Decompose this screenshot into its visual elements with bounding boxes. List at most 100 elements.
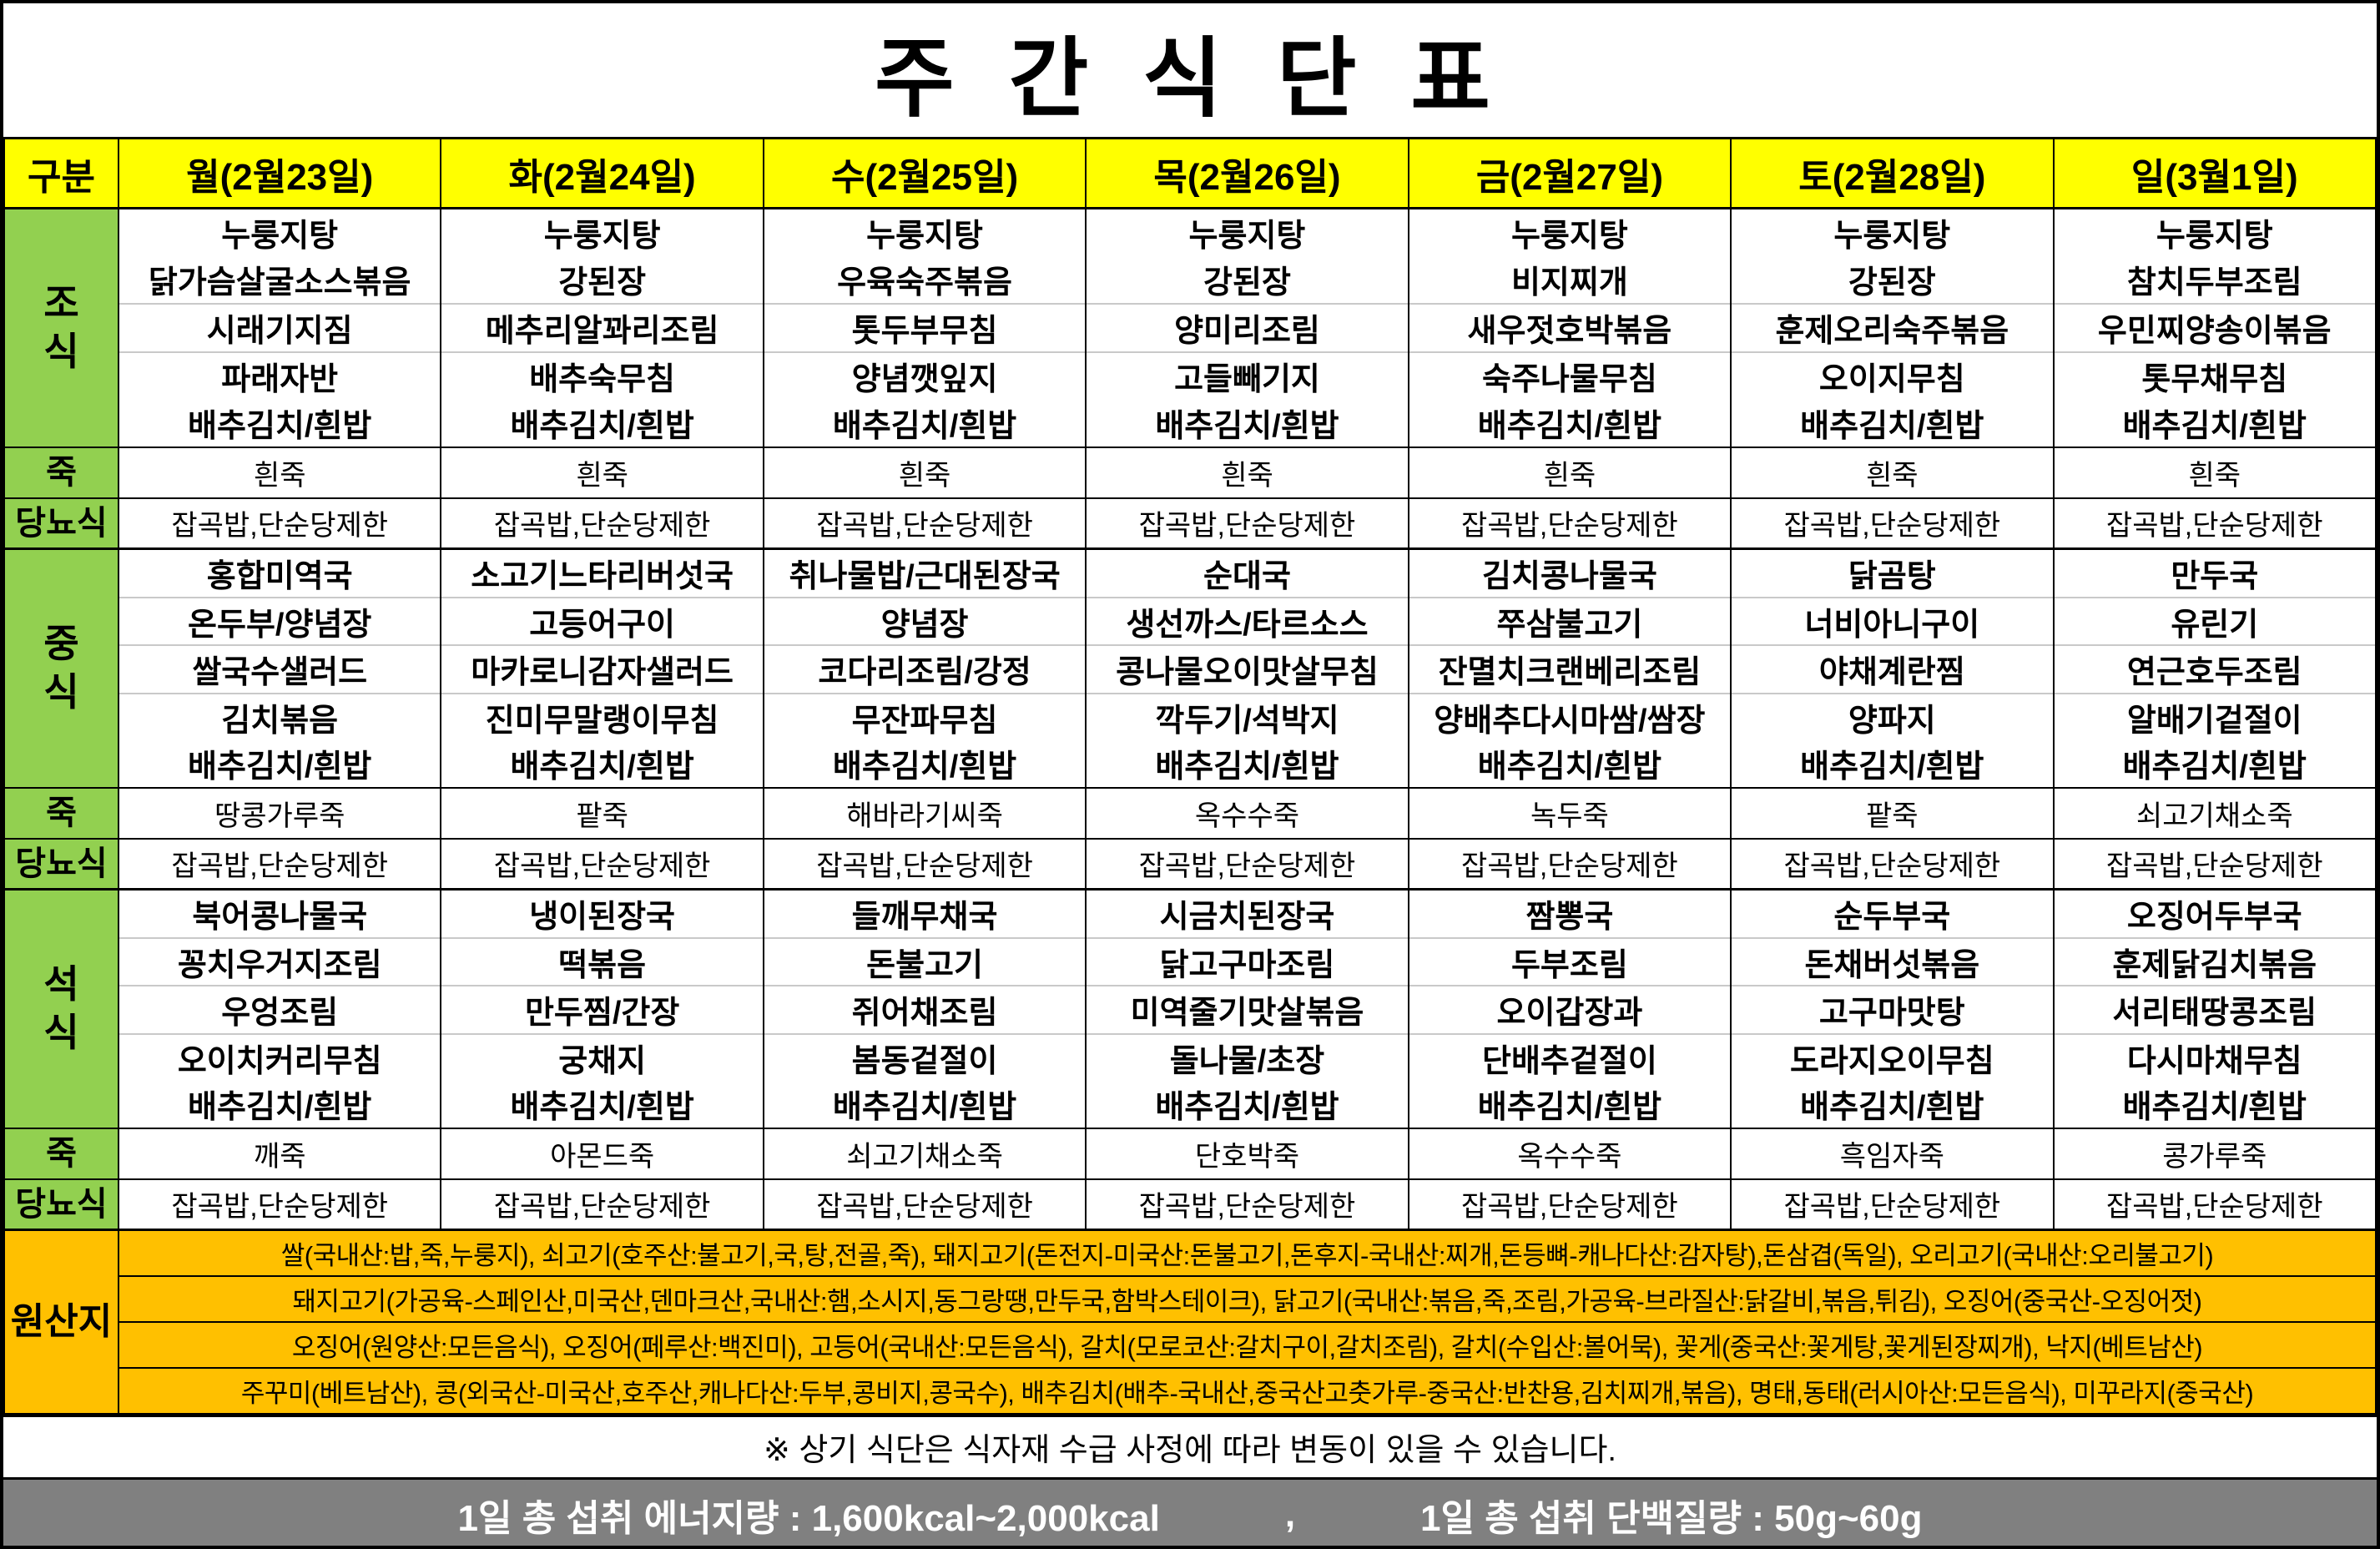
diabetic-row-label: 당뇨식 bbox=[3, 497, 119, 550]
origin-line: 쌀(국내산:밥,죽,누룽지), 쇠고기(호주산:불고기,국,탕,전골,죽), 돼… bbox=[118, 1229, 2377, 1277]
porridge-cell: 아몬드죽 bbox=[440, 1127, 764, 1180]
menu-cell: 들깨무채국 돈불고기 쥐어채조림 봄동겉절이 배추김치/흰밥 bbox=[762, 888, 1087, 1129]
porridge-row: 죽 깨죽 아몬드죽 쇠고기채소죽 단호박죽 옥수수죽 흑임자죽 콩가루죽 bbox=[3, 1127, 2377, 1180]
porridge-cell: 옥수수죽 bbox=[1085, 786, 1409, 840]
menu-line: 배추김치/흰밥 bbox=[1477, 409, 1662, 445]
diabetic-cell: 잡곡밥,단순당제한 bbox=[1407, 1178, 1732, 1231]
menu-table-body: 구분 월(2월23일) 화(2월24일) 수(2월25일) 목(2월26일) 금(2월27… bbox=[3, 137, 2377, 1415]
menu-cell: 누룽지탕 강된장 양미리조림 고들빼기지 배추김치/흰밥 bbox=[1085, 207, 1409, 448]
menu-lines: 북어콩나물국 꽁치우거지조림 우엉조림 오이치커리무침 배추김치/흰밥 bbox=[120, 892, 440, 1127]
menu-cell: 소고기느타리버섯국 고등어구이 마카로니감자샐러드 진미무말랭이무침 배추김치/흰밥 bbox=[440, 547, 764, 789]
menu-line: 김치볶음 bbox=[221, 703, 339, 739]
diabetic-cell: 잡곡밥,단순당제한 bbox=[1730, 837, 2055, 891]
menu-line: 우엉조림 bbox=[120, 986, 440, 1035]
menu-cell: 누룽지탕 강된장 메추리알꽈리조림 배추숙무침 배추김치/흰밥 bbox=[440, 207, 764, 448]
menu-line: 두부조림 bbox=[1409, 939, 1730, 986]
menu-line: 누룽지탕 bbox=[1833, 219, 1951, 255]
menu-line: 배추김치/흰밥 bbox=[1155, 409, 1339, 445]
menu-line: 배추김치/흰밥 bbox=[1477, 1090, 1662, 1126]
menu-lines: 들깨무채국 돈불고기 쥐어채조림 봄동겉절이 배추김치/흰밥 bbox=[764, 892, 1085, 1127]
menu-lines: 누룽지탕 우육숙주볶음 톳두부무침 양념깻잎지 배추김치/흰밥 bbox=[764, 211, 1085, 446]
porridge-cell: 쇠고기채소죽 bbox=[762, 1127, 1087, 1180]
menu-line: 양파지 bbox=[1848, 703, 1936, 739]
menu-line: 새우젓호박볶음 bbox=[1409, 305, 1730, 353]
diabetic-cell: 잡곡밥,단순당제한 bbox=[2052, 1178, 2377, 1231]
menu-line: 배추숙무침 bbox=[529, 362, 676, 398]
menu-line: 배추김치/흰밥 bbox=[510, 1090, 694, 1126]
note-text: ※ 상기 식단은 식자재 수급 사정에 따라 변동이 있을 수 있습니다. bbox=[3, 1414, 2377, 1477]
menu-line: 강된장 bbox=[1732, 256, 2052, 305]
menu-cell: 김치콩나물국 쭈삼불고기 잔멸치크랜베리조림 양배추다시마쌈/쌈장 배추김치/흰밥 bbox=[1407, 547, 1732, 789]
origin-label: 원산지 bbox=[3, 1229, 119, 1415]
menu-line: 배추김치/흰밥 bbox=[832, 749, 1017, 785]
menu-line: 홍합미역국 bbox=[120, 552, 440, 598]
menu-line: 알배기겉절이 bbox=[2126, 703, 2302, 739]
menu-line: 떡볶음 bbox=[442, 939, 762, 986]
diabetic-cell: 잡곡밥,단순당제한 bbox=[117, 1178, 442, 1231]
menu-line: 미역줄기맛살볶음 bbox=[1087, 986, 1407, 1035]
origin-line: 오징어(원양산:모든음식), 오징어(페루산:백진미), 고등어(국내산:모든음… bbox=[118, 1320, 2377, 1369]
porridge-cell: 녹두죽 bbox=[1407, 786, 1732, 840]
porridge-cell: 팥죽 bbox=[440, 786, 764, 840]
diabetic-cell: 잡곡밥,단순당제한 bbox=[762, 497, 1087, 550]
origin-row: 주꾸미(베트남산), 콩(외국산-미국산,호주산,캐나다산:두부,콩비지,콩국수… bbox=[4, 1366, 2377, 1415]
menu-line: 배추김치/흰밥 bbox=[1800, 409, 1984, 445]
menu-line: 진미무말랭이무침 bbox=[485, 703, 719, 739]
menu-line: 배추김치/흰밥 bbox=[2122, 1090, 2307, 1126]
porridge-cell: 쇠고기채소죽 bbox=[2052, 786, 2377, 840]
day-header-cell: 금(2월27일) bbox=[1407, 137, 1732, 209]
menu-line: 배추김치/흰밥 bbox=[1155, 1090, 1339, 1126]
menu-line: 다시마채무침 bbox=[2126, 1043, 2302, 1079]
origin-line: 돼지고기(가공육-스페인산,미국산,덴마크산,국내산:햄,소시지,동그랑땡,만두… bbox=[118, 1274, 2377, 1323]
menu-line: 오이치커리무침 bbox=[177, 1043, 382, 1079]
diabetic-cell: 잡곡밥,단순당제한 bbox=[117, 837, 442, 891]
menu-line: 단배추겉절이 bbox=[1482, 1043, 1657, 1079]
menu-cell: 닭곰탕 너비아니구이 야채계란찜 양파지 배추김치/흰밥 bbox=[1730, 547, 2055, 789]
section-label: 조 식 bbox=[3, 207, 119, 448]
menu-line: 숙주나물무침 bbox=[1482, 362, 1657, 398]
porridge-row: 죽 흰죽 흰죽 흰죽 흰죽 흰죽 흰죽 흰죽 bbox=[3, 446, 2377, 499]
menu-cell: 순두부국 돈채버섯볶음 고구마맛탕 도라지오이무침 배추김치/흰밥 bbox=[1730, 888, 2055, 1129]
menu-line: 오이지무침 bbox=[1818, 362, 1965, 398]
section-label: 중 식 bbox=[3, 547, 119, 789]
menu-line: 파래자반 bbox=[221, 362, 339, 398]
menu-line: 만두찜/간장 bbox=[442, 986, 762, 1035]
menu-line: 북어콩나물국 bbox=[120, 892, 440, 939]
diabetic-cell: 잡곡밥,단순당제한 bbox=[1407, 837, 1732, 891]
diabetic-cell: 잡곡밥,단순당제한 bbox=[2052, 837, 2377, 891]
diabetic-cell: 잡곡밥,단순당제한 bbox=[762, 837, 1087, 891]
menu-cell: 북어콩나물국 꽁치우거지조림 우엉조림 오이치커리무침 배추김치/흰밥 bbox=[117, 888, 442, 1129]
menu-cell: 오징어두부국 훈제닭김치볶음 서리태땅콩조림 다시마채무침 배추김치/흰밥 bbox=[2052, 888, 2377, 1129]
porridge-cell: 흰죽 bbox=[1085, 446, 1409, 499]
menu-line: 쥐어채조림 bbox=[764, 986, 1085, 1035]
menu-line: 온두부/양념장 bbox=[120, 598, 440, 646]
menu-line: 시금치된장국 bbox=[1087, 892, 1407, 939]
menu-line: 훈제오리숙주볶음 bbox=[1732, 305, 2052, 353]
porridge-cell: 흰죽 bbox=[1407, 446, 1732, 499]
menu-cell: 홍합미역국 온두부/양념장 쌀국수샐러드 김치볶음 배추김치/흰밥 bbox=[117, 547, 442, 789]
menu-cell: 취나물밥/근대된장국 양념장 코다리조림/강정 무잔파무침 배추김치/흰밥 bbox=[762, 547, 1087, 789]
menu-line: 돈불고기 bbox=[764, 939, 1085, 986]
menu-line: 누룽지탕 bbox=[543, 219, 661, 255]
menu-line: 쌀국수샐러드 bbox=[120, 646, 440, 694]
footer-energy: 1일 총 섭취 에너지량 : 1,600kcal~2,000kcal bbox=[457, 1497, 1160, 1539]
diabetic-row-label: 당뇨식 bbox=[3, 837, 119, 891]
menu-lines: 소고기느타리버섯국 고등어구이 마카로니감자샐러드 진미무말랭이무침 배추김치/흰밥 bbox=[442, 552, 762, 786]
porridge-cell: 흰죽 bbox=[1730, 446, 2055, 499]
porridge-row: 죽 땅콩가루죽 팥죽 해바라기씨죽 옥수수죽 녹두죽 팥죽 쇠고기채소죽 bbox=[3, 786, 2377, 840]
menu-line: 닭가슴살굴소스볶음 bbox=[120, 256, 440, 305]
diabetic-cell: 잡곡밥,단순당제한 bbox=[1407, 497, 1732, 550]
menu-line: 누룽지탕 bbox=[866, 219, 983, 255]
menu-line: 배추김치/흰밥 bbox=[1477, 749, 1662, 785]
origin-row: 원산지 쌀(국내산:밥,죽,누룽지), 쇠고기(호주산:불고기,국,탕,전골,죽)… bbox=[3, 1229, 2377, 1415]
menu-line: 쭈삼불고기 bbox=[1409, 598, 1730, 646]
diabetic-cell: 잡곡밥,단순당제한 bbox=[1730, 497, 2055, 550]
menu-lines: 닭곰탕 너비아니구이 야채계란찜 양파지 배추김치/흰밥 bbox=[1732, 552, 2052, 786]
menu-line: 코다리조림/강정 bbox=[764, 646, 1085, 694]
menu-lines: 누룽지탕 강된장 메추리알꽈리조림 배추숙무침 배추김치/흰밥 bbox=[442, 211, 762, 446]
menu-line: 누룽지탕 bbox=[1510, 219, 1628, 255]
menu-line: 시래기지짐 bbox=[120, 305, 440, 353]
